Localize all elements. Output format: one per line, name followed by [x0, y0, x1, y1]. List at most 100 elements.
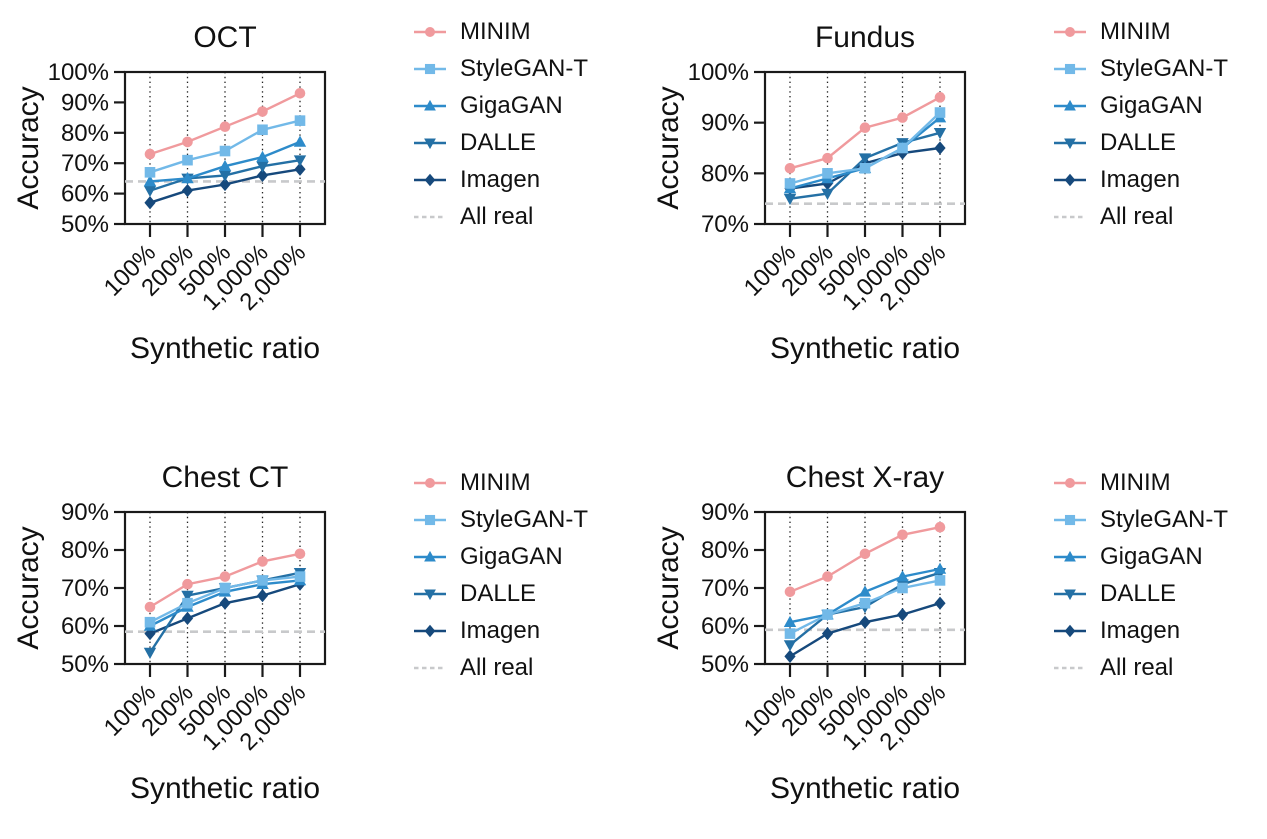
marker-square: [219, 582, 231, 594]
y-tick-label: 60%: [61, 181, 109, 208]
marker-triangle-up: [896, 570, 909, 582]
marker-diamond: [1064, 173, 1076, 186]
marker-diamond: [784, 649, 796, 663]
marker-triangle-down: [783, 640, 797, 652]
y-tick-label: 90%: [701, 110, 749, 137]
marker-circle: [859, 122, 871, 134]
marker-square: [859, 162, 871, 174]
marker-square: [897, 582, 908, 594]
marker-square: [784, 628, 796, 639]
legend-marker-diamond-icon: [414, 173, 446, 186]
legend-item-minim: MINIM: [1052, 13, 1228, 50]
marker-triangle-up: [858, 585, 872, 597]
legend-marker-triangle-up-icon: [414, 99, 446, 111]
y-tick-label: 80%: [701, 160, 749, 187]
legend-item-imagen: Imagen: [412, 161, 588, 198]
marker-circle: [257, 556, 268, 567]
fundus-chart: Fundus100%90%80%70%100%200%500%1,000%2,0…: [652, 21, 967, 365]
marker-triangle-down: [424, 137, 436, 149]
marker-triangle-up: [293, 135, 307, 147]
marker-square: [934, 107, 946, 118]
marker-circle: [294, 87, 306, 99]
legend-item-label: GigaGAN: [1100, 542, 1203, 570]
legend-marker-diamond-icon: [1054, 173, 1086, 186]
legend-item-gigagan: GigaGAN: [412, 538, 588, 575]
marker-circle: [257, 106, 268, 117]
chart-title: Chest X-ray: [786, 461, 944, 494]
legend-item-label: GigaGAN: [460, 542, 563, 570]
legend-marker-dashed-line-icon: [1054, 666, 1086, 669]
legend-marker-dashed-line-icon: [414, 666, 446, 669]
marker-diamond: [181, 183, 194, 198]
chart-title: OCT: [193, 21, 256, 54]
y-tick-label: 50%: [61, 651, 109, 678]
legend-marker-square-icon: [1054, 63, 1086, 74]
marker-circle: [934, 92, 946, 103]
marker-circle: [144, 601, 156, 613]
marker-triangle-down: [218, 170, 232, 182]
marker-square: [859, 597, 871, 609]
legend-item-stylegan-t: StyleGAN-T: [1052, 50, 1228, 87]
legend-item-label: Imagen: [460, 165, 541, 193]
x-axis-label: Synthetic ratio: [770, 332, 960, 365]
marker-triangle-down: [143, 185, 157, 197]
marker-square: [424, 63, 436, 74]
legend-item-gigagan: GigaGAN: [1052, 87, 1228, 124]
marker-diamond: [424, 173, 436, 186]
marker-square: [822, 168, 833, 179]
y-axis-label: Accuracy: [652, 526, 685, 649]
marker-circle: [425, 26, 435, 37]
legend-item-dalle: DALLE: [1052, 575, 1228, 612]
legend-item-label: MINIM: [1100, 17, 1171, 45]
y-tick-label: 70%: [61, 150, 109, 177]
legend-item-label: All real: [1100, 653, 1174, 681]
marker-triangle-down: [858, 153, 872, 165]
legend-item-label: GigaGAN: [1100, 91, 1203, 119]
legend-marker-triangle-up-icon: [1054, 99, 1086, 111]
y-tick-label: 100%: [688, 59, 749, 86]
legend-item-label: StyleGAN-T: [1100, 54, 1229, 82]
legend-marker-circle-icon: [1054, 26, 1086, 37]
legend-item-stylegan-t: StyleGAN-T: [1052, 501, 1228, 538]
marker-circle: [897, 112, 908, 123]
marker-triangle-up: [218, 159, 232, 172]
marker-triangle-down: [1064, 588, 1076, 600]
legend-item-label: GigaGAN: [460, 91, 563, 119]
y-tick-label: 50%: [701, 651, 749, 678]
legend-item-label: MINIM: [460, 17, 531, 45]
legend-item-label: MINIM: [1100, 468, 1171, 496]
marker-circle: [144, 148, 156, 160]
y-axis-label: Accuracy: [652, 86, 685, 209]
marker-triangle-up: [1064, 99, 1076, 111]
legend-item-all-real: All real: [412, 198, 588, 235]
marker-square: [1064, 63, 1076, 74]
marker-triangle-up: [783, 615, 797, 627]
marker-square: [294, 571, 306, 582]
legend-item-label: Imagen: [1100, 616, 1181, 644]
marker-triangle-down: [821, 188, 834, 200]
legend-item-gigagan: GigaGAN: [1052, 538, 1228, 575]
oct-chart: OCT100%90%80%70%60%50%100%200%500%1,000%…: [12, 21, 327, 365]
y-tick-label: 60%: [701, 613, 749, 640]
marker-triangle-down: [181, 590, 194, 602]
legend-item-all-real: All real: [1052, 649, 1228, 686]
marker-circle: [425, 477, 435, 488]
legend-marker-triangle-down-icon: [1054, 588, 1086, 600]
marker-triangle-up: [424, 550, 436, 562]
legend-item-label: DALLE: [460, 128, 537, 156]
marker-square: [1064, 514, 1076, 525]
marker-diamond: [934, 141, 946, 155]
legend-oct: MINIM StyleGAN-T GigaGAN DALLE Imagen All rea…: [412, 13, 588, 235]
legend-item-label: All real: [460, 653, 534, 681]
y-tick-label: 70%: [61, 575, 109, 602]
y-axis-label: Accuracy: [12, 526, 45, 649]
legend-marker-triangle-up-icon: [1054, 550, 1086, 562]
legend-item-imagen: Imagen: [1052, 161, 1228, 198]
marker-square: [294, 115, 306, 126]
marker-triangle-up: [933, 562, 947, 574]
legend-marker-dashed-line-icon: [414, 215, 446, 218]
legend-item-dalle: DALLE: [412, 124, 588, 161]
legend-item-all-real: All real: [412, 649, 588, 686]
legend-marker-triangle-down-icon: [414, 137, 446, 149]
marker-square: [219, 145, 231, 157]
